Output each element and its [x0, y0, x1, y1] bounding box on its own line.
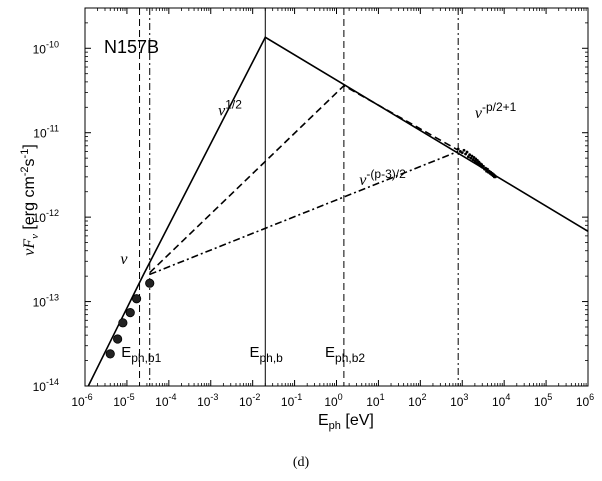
annotation-nu-half: ν1/2 — [218, 97, 242, 119]
x-tick-label-11: 105 — [534, 392, 552, 409]
chart-title: N157B — [104, 37, 159, 57]
y-tick-label-2: 10-12 — [33, 208, 59, 225]
energy-labels: Eph,b1 Eph,b Eph,b2 — [121, 344, 365, 365]
xray-point-3 — [462, 148, 466, 152]
x-axis-ticks: 10-6 10-5 10-4 10-3 10-2 10-1 100 101 102 103 104 1… — [71, 8, 594, 409]
series-line-solid — [87, 36, 589, 387]
xray-point-23 — [482, 164, 485, 168]
xray-point-38 — [494, 175, 497, 179]
energy-label-eph-b: Eph,b — [249, 344, 283, 365]
x-tick-label-6: 100 — [324, 392, 342, 409]
x-tick-label-5: 10-1 — [281, 392, 302, 409]
data-point-0 — [105, 349, 115, 359]
series-line-dashdot — [149, 150, 459, 276]
series-line-dashed — [149, 84, 459, 274]
annotations: ν ν1/2 ν-(p-3)/2 ν-p/2+1 — [120, 97, 516, 267]
annotation-nu: ν — [120, 251, 128, 268]
xray-point-7 — [468, 153, 472, 157]
xray-cluster — [456, 147, 497, 179]
y-tick-label-4: 10-10 — [33, 39, 59, 56]
x-tick-label-2: 10-4 — [155, 392, 176, 409]
annotation-nu-p3: ν-(p-3)/2 — [359, 167, 406, 189]
xray-point-2 — [460, 151, 464, 155]
data-point-2 — [118, 318, 128, 328]
xray-point-5 — [465, 150, 469, 154]
y-axis-ticks: 10-14 10-13 10-12 10-11 10-10 — [33, 7, 588, 394]
x-tick-label-8: 102 — [408, 392, 426, 409]
y-tick-label-0: 10-14 — [33, 377, 59, 394]
plot-area — [84, 7, 589, 387]
xray-point-9 — [470, 154, 474, 158]
y-tick-label-1: 10-13 — [33, 293, 59, 310]
annotation-nu-p2: ν-p/2+1 — [475, 100, 517, 122]
x-tick-label-7: 101 — [366, 392, 384, 409]
x-tick-label-1: 10-5 — [113, 392, 134, 409]
xray-point-21 — [480, 163, 484, 166]
figure-caption: (d) — [293, 455, 310, 470]
data-point-3 — [125, 308, 135, 318]
y-tick-label-3: 10-11 — [33, 124, 59, 141]
vertical-lines — [139, 8, 459, 386]
x-tick-label-10: 104 — [492, 392, 510, 409]
x-tick-label-4: 10-2 — [239, 392, 260, 409]
xray-point-4 — [464, 152, 467, 156]
data-points — [105, 278, 155, 359]
data-point-5 — [145, 278, 155, 288]
xray-point-0 — [456, 147, 460, 151]
plot-frame — [84, 7, 589, 387]
x-tick-label-9: 103 — [450, 392, 468, 409]
x-axis-title: Eph [eV] — [318, 412, 374, 432]
x-tick-label-0: 10-6 — [71, 392, 92, 409]
energy-label-eph-b2: Eph,b2 — [325, 344, 365, 365]
model-lines — [87, 36, 589, 387]
data-point-4 — [131, 294, 142, 304]
xray-point-27 — [486, 167, 489, 171]
data-point-1 — [113, 334, 123, 344]
xray-point-8 — [469, 156, 473, 160]
y-axis-title: νFν [erg cm-2s-1] — [19, 144, 41, 256]
xray-point-6 — [466, 155, 470, 159]
xray-point-10 — [471, 158, 475, 162]
x-tick-label-3: 10-3 — [197, 392, 218, 409]
x-tick-label-12: 106 — [576, 392, 594, 409]
energy-label-eph-b1: Eph,b1 — [121, 344, 161, 365]
